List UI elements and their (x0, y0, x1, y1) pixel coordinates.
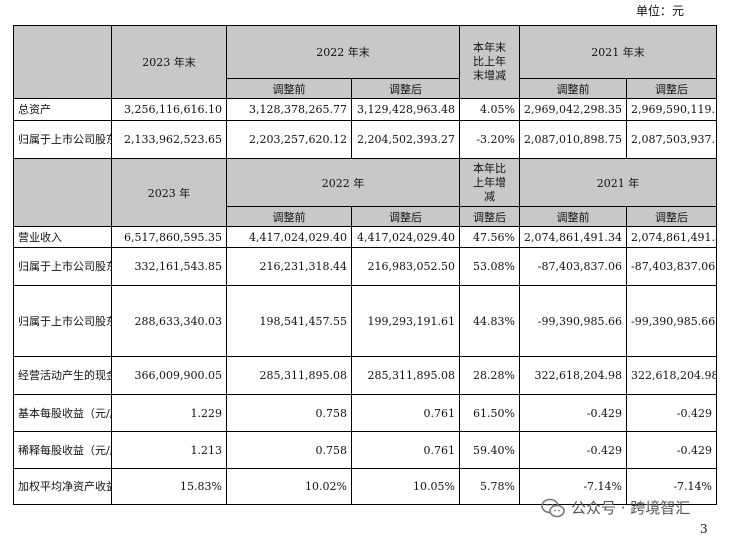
header-blank-cell (13, 25, 112, 99)
cell-2022-before: 216,231,318.44 (226, 247, 352, 286)
header-2021-after: 调整后 (626, 206, 717, 227)
cell-2022-before: 198,541,457.55 (226, 285, 352, 357)
cell-2023: 6,517,860,595.35 (111, 226, 227, 248)
cell-2022-after: 0.761 (351, 431, 460, 469)
cell-2022-before: 0.758 (226, 394, 352, 432)
table-row: 归属于上市公司股东的扣除非经常性损益的净利润 288,633,340.03 19… (13, 285, 717, 357)
cell-2021-after: 2,969,590,119.56 (626, 98, 717, 121)
cell-2021-after: -87,403,837.06 (626, 247, 717, 286)
cell-2021-before: -0.429 (519, 394, 627, 432)
cell-change: 44.83% (459, 285, 520, 357)
header-2023-year-end: 2023 年末 (111, 25, 227, 99)
header-row-annual: 2023 年 2022 年 本年比 上年增 减 2021 年 (13, 158, 717, 227)
cell-2022-before: 2,203,257,620.12 (226, 120, 352, 159)
header-change-year-end: 本年末 比上年 末增减 (459, 25, 520, 99)
header-2022-annual: 2022 年 (226, 158, 460, 207)
cell-2022-after: 216,983,052.50 (351, 247, 460, 286)
cell-2021-before: -0.429 (519, 431, 627, 469)
wechat-official-account-icon (541, 498, 565, 517)
cell-2021-after: 2,087,503,937.84 (626, 120, 717, 159)
row-label: 总资产 (13, 98, 112, 121)
cell-2022-after: 2,204,502,393.27 (351, 120, 460, 159)
cell-2021-after: 2,074,861,491.34 (626, 226, 717, 248)
cell-2021-after: 322,618,204.98 (626, 356, 717, 395)
cell-2021-after: -0.429 (626, 394, 717, 432)
row-label: 经营活动产生的现金流量净额 (13, 356, 112, 395)
watermark: 公众号 · 跨境智汇 (541, 497, 690, 518)
cell-2021-after: -0.429 (626, 431, 717, 469)
cell-2022-before: 285,311,895.08 (226, 356, 352, 395)
cell-change: 53.08% (459, 247, 520, 286)
header-2021-before: 调整前 (519, 206, 627, 227)
cell-2021-before: 2,087,010,898.75 (519, 120, 627, 159)
header-2022-after: 调整后 (351, 206, 460, 227)
header-subrow-year-end: 调整前 调整后 调整前 调整后 (14, 78, 717, 99)
cell-change: 59.40% (459, 431, 520, 469)
cell-2021-before: 322,618,204.98 (519, 356, 627, 395)
header-2023-annual: 2023 年 (111, 158, 227, 227)
cell-2021-before: -87,403,837.06 (519, 247, 627, 286)
cell-2022-before: 3,128,378,265.77 (226, 98, 352, 121)
cell-2023: 366,009,900.05 (111, 356, 227, 395)
cell-2023: 2,133,962,523.65 (111, 120, 227, 159)
cell-change: 47.56% (459, 226, 520, 248)
table-row: 总资产 3,256,116,616.10 3,128,378,265.77 3,… (13, 98, 717, 121)
header-2021-annual: 2021 年 (519, 158, 717, 207)
header-change-annual: 本年比 上年增 减 (459, 158, 520, 207)
cell-2023: 1.229 (111, 394, 227, 432)
cell-2022-before: 4,417,024,029.40 (226, 226, 352, 248)
table-row: 基本每股收益（元/股） 1.229 0.758 0.761 61.50% -0.… (13, 394, 717, 432)
cell-2023: 332,161,543.85 (111, 247, 227, 286)
cell-change: -3.20% (459, 120, 520, 159)
cell-2021-before: -99,390,985.66 (519, 285, 627, 357)
header-blank-cell (13, 158, 112, 227)
cell-2023: 15.83% (111, 468, 227, 505)
cell-2023: 3,256,116,616.10 (111, 98, 227, 121)
header-2022-after: 调整后 (351, 78, 460, 99)
header-2022-before: 调整前 (226, 206, 352, 227)
page-number: 3 (700, 522, 708, 536)
watermark-text: 公众号 · 跨境智汇 (571, 499, 691, 517)
table-row: 营业收入 6,517,860,595.35 4,417,024,029.40 4… (13, 226, 717, 248)
cell-2021-after: -7.14% (626, 468, 717, 505)
row-label: 加权平均净资产收益率 (13, 468, 112, 505)
cell-2021-before: 2,074,861,491.34 (519, 226, 627, 248)
cell-change: 5.78% (459, 468, 520, 505)
row-label: 基本每股收益（元/股） (13, 394, 112, 432)
table-row: 归属于上市公司股东的净资产 2,133,962,523.65 2,203,257… (13, 120, 717, 159)
header-row-year-end: 2023 年末 2022 年末 本年末 比上年 末增减 2021 年末 (13, 25, 717, 99)
table-row: 加权平均净资产收益率 15.83% 10.02% 10.05% 5.78% -7… (13, 468, 717, 505)
header-2021-before: 调整前 (519, 78, 627, 99)
cell-2022-after: 10.05% (351, 468, 460, 505)
header-change-after: 调整后 (459, 206, 520, 227)
cell-2021-before: 2,969,042,298.35 (519, 98, 627, 121)
unit-note: 单位：元 (636, 4, 685, 18)
table-row: 归属于上市公司股东的净利润 332,161,543.85 216,231,318… (13, 247, 717, 286)
cell-2023: 1.213 (111, 431, 227, 469)
cell-2022-after: 285,311,895.08 (351, 356, 460, 395)
financial-data-table: 2023 年末 2022 年末 本年末 比上年 末增减 2021 年末 调整前 … (13, 25, 717, 505)
cell-change: 4.05% (459, 98, 520, 121)
header-2021-year-end: 2021 年末 (519, 25, 717, 79)
table-row: 经营活动产生的现金流量净额 366,009,900.05 285,311,895… (13, 356, 717, 395)
cell-2022-before: 10.02% (226, 468, 352, 505)
cell-2022-after: 199,293,191.61 (351, 285, 460, 357)
row-label: 归属于上市公司股东的扣除非经常性损益的净利润 (13, 285, 112, 357)
row-label: 稀释每股收益（元/股） (13, 431, 112, 469)
header-2021-after: 调整后 (626, 78, 717, 99)
cell-2022-after: 4,417,024,029.40 (351, 226, 460, 248)
cell-2022-after: 3,129,428,963.48 (351, 98, 460, 121)
cell-change: 28.28% (459, 356, 520, 395)
cell-2022-before: 0.758 (226, 431, 352, 469)
cell-2022-after: 0.761 (351, 394, 460, 432)
cell-2021-after: -99,390,985.66 (626, 285, 717, 357)
header-2022-year-end: 2022 年末 (226, 25, 460, 79)
row-label: 归属于上市公司股东的净利润 (13, 247, 112, 286)
cell-change: 61.50% (459, 394, 520, 432)
table-row: 稀释每股收益（元/股） 1.213 0.758 0.761 59.40% -0.… (13, 431, 717, 469)
row-label: 归属于上市公司股东的净资产 (13, 120, 112, 159)
cell-2023: 288,633,340.03 (111, 285, 227, 357)
row-label: 营业收入 (13, 226, 112, 248)
header-2022-before: 调整前 (226, 78, 352, 99)
